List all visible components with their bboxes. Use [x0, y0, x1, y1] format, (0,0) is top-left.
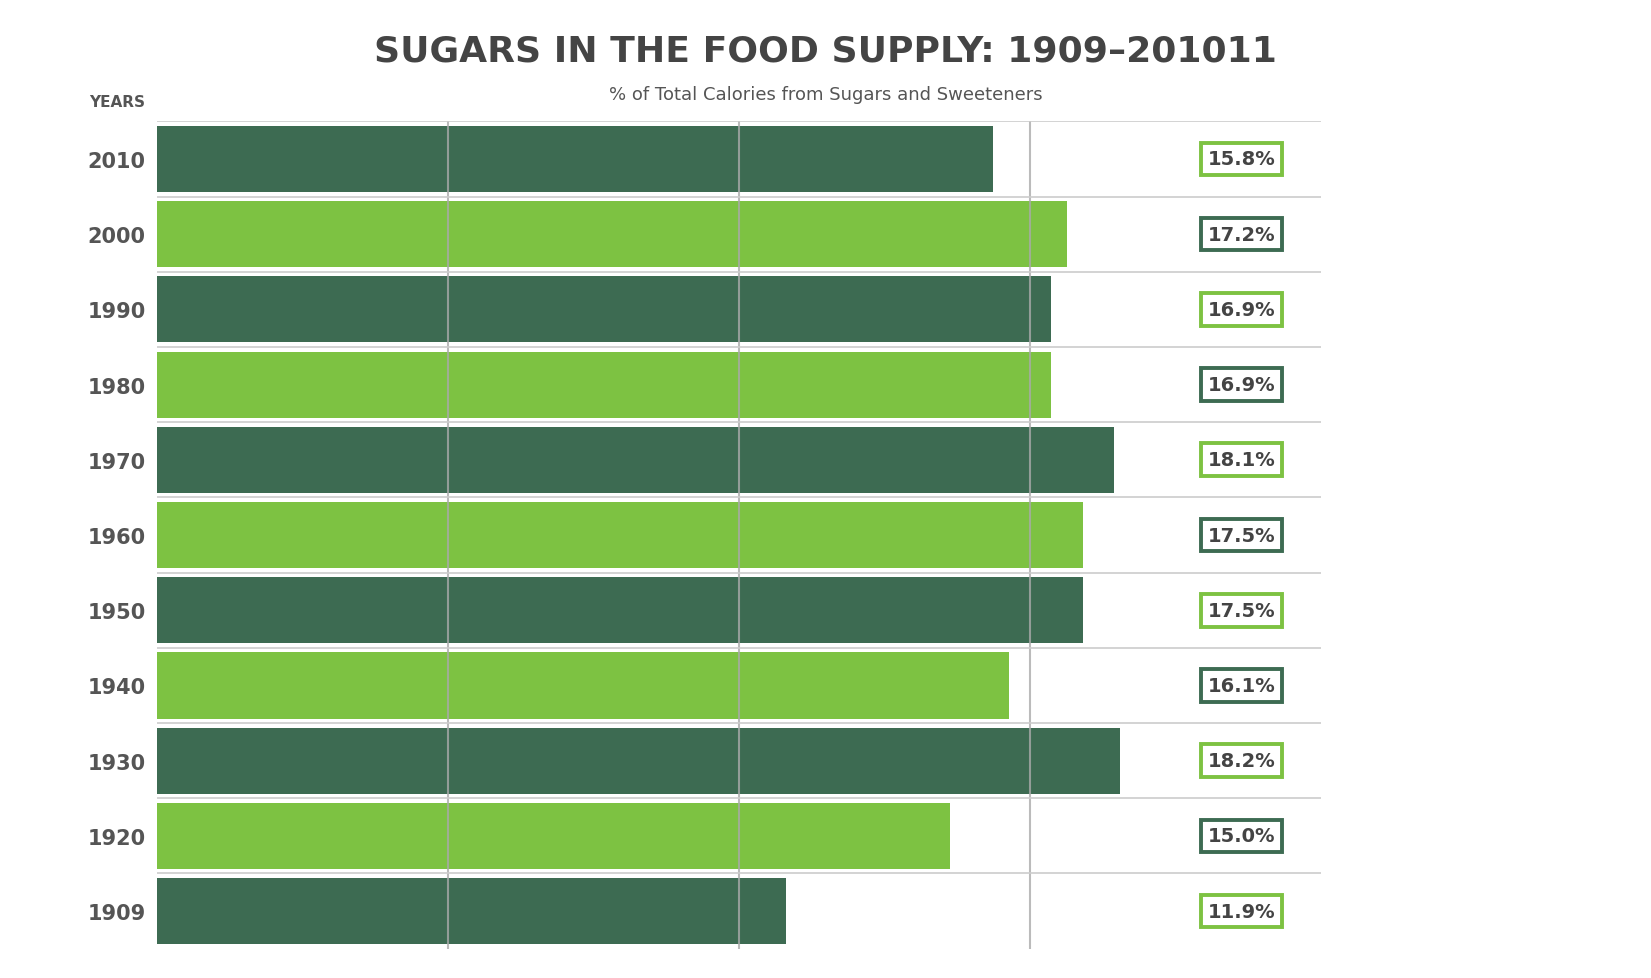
Bar	[157, 728, 1119, 794]
Text: 17.2%: 17.2%	[1207, 226, 1275, 244]
Text: 16.9%: 16.9%	[1207, 376, 1275, 395]
Bar	[157, 578, 1083, 644]
Text: 15.8%: 15.8%	[1207, 151, 1275, 169]
Text: % of Total Calories from Sugars and Sweeteners: % of Total Calories from Sugars and Swee…	[609, 86, 1042, 104]
Bar	[157, 427, 1114, 493]
Bar	[157, 878, 786, 944]
Text: 18.2%: 18.2%	[1207, 751, 1275, 771]
Text: 17.5%: 17.5%	[1207, 601, 1275, 620]
Bar	[157, 201, 1067, 268]
Bar	[157, 803, 951, 869]
Text: 17.5%: 17.5%	[1207, 526, 1275, 545]
Bar	[157, 352, 1052, 419]
Text: 16.1%: 16.1%	[1207, 676, 1275, 695]
Text: 11.9%: 11.9%	[1207, 902, 1275, 920]
Bar	[157, 652, 1009, 719]
Bar	[157, 503, 1083, 568]
Bar	[157, 277, 1052, 343]
Bar	[157, 127, 992, 193]
Text: SUGARS IN THE FOOD SUPPLY: 1909–201011: SUGARS IN THE FOOD SUPPLY: 1909–201011	[375, 34, 1276, 68]
Text: YEARS: YEARS	[89, 95, 145, 110]
Text: 18.1%: 18.1%	[1207, 451, 1275, 469]
Text: 16.9%: 16.9%	[1207, 300, 1275, 320]
Text: 15.0%: 15.0%	[1207, 826, 1275, 845]
